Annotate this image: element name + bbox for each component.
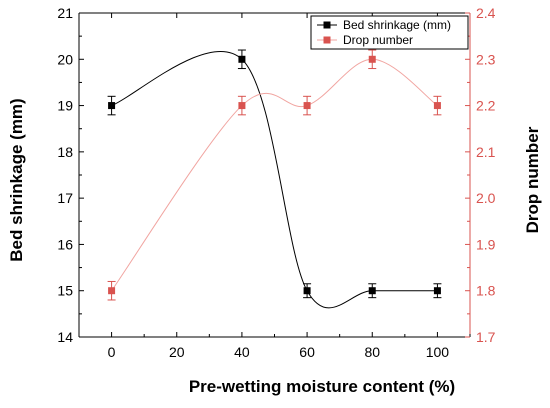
- series-line-0: [111, 51, 438, 309]
- data-point: [433, 287, 441, 295]
- right-y-tick-label: 2.1: [476, 144, 496, 160]
- left-y-tick-label: 17: [57, 190, 73, 206]
- axes-layer: 0 20 40 60 80 100 14 15 16 17 18 19 20 21 1.7 1.8 1.9 2.0…: [57, 5, 495, 360]
- left-y-tick-label: 16: [57, 236, 73, 252]
- right-y-tick-label: 2.2: [476, 98, 496, 114]
- data-point: [368, 287, 376, 295]
- data-point: [368, 55, 376, 63]
- legend-box: [310, 15, 469, 50]
- data-point: [238, 55, 246, 63]
- data-point: [108, 102, 116, 110]
- x-tick-label: 80: [364, 344, 380, 360]
- data-point: [303, 102, 311, 110]
- left-y-tick-label: 15: [57, 283, 73, 299]
- right-y-tick-label: 2.3: [476, 51, 496, 67]
- right-y-tick-label: 1.7: [476, 329, 496, 345]
- legend-marker: [323, 21, 331, 29]
- legend-label: Bed shrinkage (mm): [343, 18, 451, 32]
- right-y-tick-label: 2.4: [476, 5, 496, 21]
- x-tick-label: 100: [426, 344, 450, 360]
- legend: Bed shrinkage (mm)Drop number: [310, 15, 469, 50]
- data-point: [238, 102, 246, 110]
- data-point: [108, 287, 116, 295]
- left-y-tick-label: 19: [57, 98, 73, 114]
- series-layer: [107, 49, 442, 309]
- legend-marker: [323, 36, 331, 44]
- left-y-tick-label: 21: [57, 5, 73, 21]
- right-y-tick-label: 2.0: [476, 190, 496, 206]
- left-y-tick-label: 18: [57, 144, 73, 160]
- x-tick-label: 40: [234, 344, 250, 360]
- x-tick-label: 20: [169, 344, 185, 360]
- right-y-tick-label: 1.9: [476, 236, 496, 252]
- left-y-tick-label: 20: [57, 51, 73, 67]
- right-y-tick-label: 1.8: [476, 283, 496, 299]
- x-tick-label: 0: [108, 344, 116, 360]
- legend-label: Drop number: [343, 33, 413, 47]
- data-point: [433, 102, 441, 110]
- right-axis-title: Drop number: [523, 126, 542, 233]
- left-y-tick-label: 14: [57, 329, 73, 345]
- data-point: [303, 287, 311, 295]
- x-axis-title: Pre-wetting moisture content (%): [189, 377, 455, 396]
- left-axis-title: Bed shrinkage (mm): [7, 98, 26, 261]
- series-line-1: [111, 58, 438, 292]
- x-tick-label: 60: [299, 344, 315, 360]
